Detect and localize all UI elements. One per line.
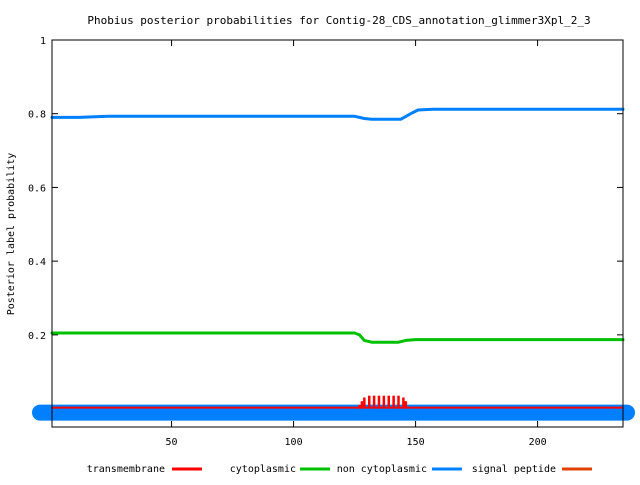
legend-label: cytoplasmic: [230, 464, 296, 475]
series-transmembrane: [358, 395, 408, 409]
y-tick-label: 0.4: [28, 257, 46, 268]
legend: transmembrane cytoplasmic non cytoplasmic s…: [87, 464, 592, 475]
legend-item-non-cytoplasmic: non cytoplasmic: [337, 464, 462, 475]
x-tick-label: 50: [166, 437, 178, 448]
series-non-cytoplasmic: [50, 107, 625, 121]
x-tick-label: 200: [529, 437, 547, 448]
y-tick-label: 0.6: [28, 183, 46, 194]
y-tick-label: 0.2: [28, 331, 46, 342]
legend-label: transmembrane: [87, 464, 165, 475]
x-ticks: 50 100 150 200: [166, 40, 547, 448]
legend-label: non cytoplasmic: [337, 464, 427, 475]
y-axis-label: Posterior label probability: [6, 153, 17, 316]
legend-item-cytoplasmic: cytoplasmic: [230, 464, 330, 475]
y-tick-label: 0.8: [28, 110, 46, 121]
line-cytoplasmic: [50, 331, 625, 344]
plot-frame: [51, 39, 624, 428]
legend-item-transmembrane: transmembrane: [87, 464, 202, 475]
series-layer: [32, 107, 635, 428]
series-cytoplasmic: [50, 331, 625, 344]
x-tick-label: 150: [407, 437, 425, 448]
y-tick-label: 1: [40, 36, 46, 47]
line-non-cytoplasmic: [50, 107, 625, 121]
legend-label: signal peptide: [472, 464, 556, 475]
legend-item-signal-peptide: signal peptide: [472, 464, 592, 475]
y-ticks: 0.2 0.4 0.6 0.8 1: [28, 36, 623, 342]
x-tick-label: 100: [285, 437, 303, 448]
chart-title: Phobius posterior probabilities for Cont…: [87, 14, 590, 27]
